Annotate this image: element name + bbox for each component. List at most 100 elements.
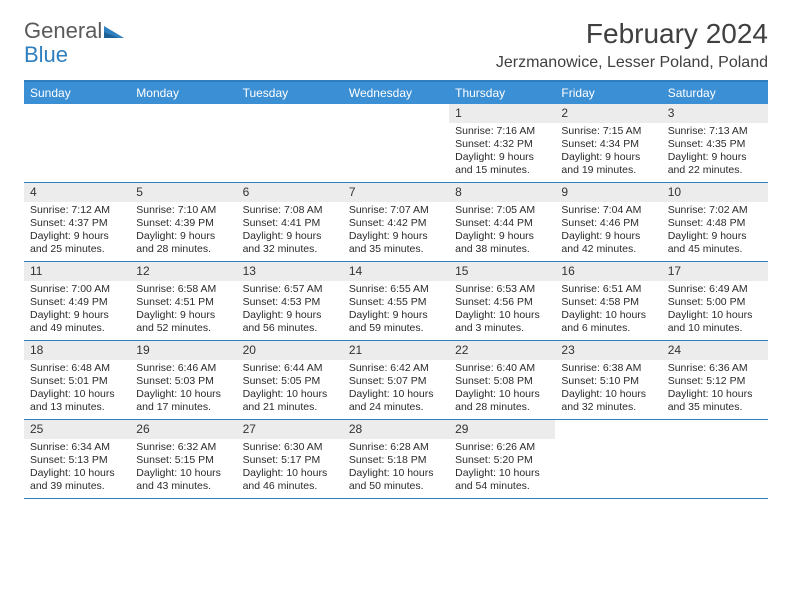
day-number: 22 [449, 341, 555, 360]
day-line-sunset: Sunset: 5:20 PM [455, 454, 549, 467]
day-line-sunrise: Sunrise: 6:32 AM [136, 441, 230, 454]
day-line-sunset: Sunset: 5:15 PM [136, 454, 230, 467]
day-body: Sunrise: 6:58 AMSunset: 4:51 PMDaylight:… [130, 281, 236, 340]
day-number: 25 [24, 420, 130, 439]
day-line-day1: Daylight: 10 hours [455, 467, 549, 480]
day-cell: 9Sunrise: 7:04 AMSunset: 4:46 PMDaylight… [555, 183, 661, 261]
day-line-day1: Daylight: 9 hours [30, 230, 124, 243]
day-body: Sunrise: 7:13 AMSunset: 4:35 PMDaylight:… [662, 123, 768, 182]
day-body: Sunrise: 6:32 AMSunset: 5:15 PMDaylight:… [130, 439, 236, 498]
week-row: 11Sunrise: 7:00 AMSunset: 4:49 PMDayligh… [24, 262, 768, 341]
day-line-day2: and 50 minutes. [349, 480, 443, 493]
day-line-sunset: Sunset: 5:01 PM [30, 375, 124, 388]
day-line-day2: and 39 minutes. [30, 480, 124, 493]
day-number: 14 [343, 262, 449, 281]
day-line-day2: and 17 minutes. [136, 401, 230, 414]
day-line-day2: and 22 minutes. [668, 164, 762, 177]
day-line-sunset: Sunset: 4:56 PM [455, 296, 549, 309]
day-cell: 14Sunrise: 6:55 AMSunset: 4:55 PMDayligh… [343, 262, 449, 340]
day-number: 23 [555, 341, 661, 360]
day-line-sunrise: Sunrise: 7:15 AM [561, 125, 655, 138]
dow-cell: Tuesday [237, 82, 343, 104]
day-cell: 10Sunrise: 7:02 AMSunset: 4:48 PMDayligh… [662, 183, 768, 261]
day-line-sunrise: Sunrise: 6:42 AM [349, 362, 443, 375]
day-line-day2: and 21 minutes. [243, 401, 337, 414]
day-line-sunset: Sunset: 5:12 PM [668, 375, 762, 388]
day-number: 11 [24, 262, 130, 281]
day-number: 16 [555, 262, 661, 281]
day-line-day1: Daylight: 10 hours [349, 467, 443, 480]
day-of-week-row: SundayMondayTuesdayWednesdayThursdayFrid… [24, 82, 768, 104]
day-line-day2: and 46 minutes. [243, 480, 337, 493]
day-cell: 20Sunrise: 6:44 AMSunset: 5:05 PMDayligh… [237, 341, 343, 419]
day-cell: 4Sunrise: 7:12 AMSunset: 4:37 PMDaylight… [24, 183, 130, 261]
day-cell: 12Sunrise: 6:58 AMSunset: 4:51 PMDayligh… [130, 262, 236, 340]
day-cell: 27Sunrise: 6:30 AMSunset: 5:17 PMDayligh… [237, 420, 343, 498]
day-line-sunrise: Sunrise: 6:30 AM [243, 441, 337, 454]
day-body: Sunrise: 6:57 AMSunset: 4:53 PMDaylight:… [237, 281, 343, 340]
day-line-sunset: Sunset: 5:08 PM [455, 375, 549, 388]
day-cell: 13Sunrise: 6:57 AMSunset: 4:53 PMDayligh… [237, 262, 343, 340]
day-cell: 16Sunrise: 6:51 AMSunset: 4:58 PMDayligh… [555, 262, 661, 340]
day-body: Sunrise: 6:55 AMSunset: 4:55 PMDaylight:… [343, 281, 449, 340]
day-line-day2: and 38 minutes. [455, 243, 549, 256]
day-line-day1: Daylight: 9 hours [561, 230, 655, 243]
day-number: 2 [555, 104, 661, 123]
day-body: Sunrise: 6:28 AMSunset: 5:18 PMDaylight:… [343, 439, 449, 498]
day-line-day2: and 19 minutes. [561, 164, 655, 177]
day-line-day1: Daylight: 9 hours [455, 151, 549, 164]
day-number: 19 [130, 341, 236, 360]
day-number: 8 [449, 183, 555, 202]
day-line-day2: and 35 minutes. [668, 401, 762, 414]
flag-icon [104, 22, 126, 40]
day-number: 17 [662, 262, 768, 281]
day-line-day1: Daylight: 9 hours [136, 230, 230, 243]
day-line-day2: and 28 minutes. [455, 401, 549, 414]
day-body: Sunrise: 6:46 AMSunset: 5:03 PMDaylight:… [130, 360, 236, 419]
day-line-sunset: Sunset: 4:53 PM [243, 296, 337, 309]
calendar: SundayMondayTuesdayWednesdayThursdayFrid… [24, 80, 768, 499]
day-line-sunrise: Sunrise: 6:57 AM [243, 283, 337, 296]
day-line-day1: Daylight: 9 hours [136, 309, 230, 322]
day-body: Sunrise: 6:53 AMSunset: 4:56 PMDaylight:… [449, 281, 555, 340]
day-line-day1: Daylight: 10 hours [668, 309, 762, 322]
day-number: 21 [343, 341, 449, 360]
dow-cell: Saturday [662, 82, 768, 104]
day-body: Sunrise: 7:15 AMSunset: 4:34 PMDaylight:… [555, 123, 661, 182]
day-line-sunrise: Sunrise: 7:02 AM [668, 204, 762, 217]
day-line-day2: and 43 minutes. [136, 480, 230, 493]
day-line-day1: Daylight: 10 hours [243, 388, 337, 401]
day-cell: 29Sunrise: 6:26 AMSunset: 5:20 PMDayligh… [449, 420, 555, 498]
day-cell: 24Sunrise: 6:36 AMSunset: 5:12 PMDayligh… [662, 341, 768, 419]
day-cell: 15Sunrise: 6:53 AMSunset: 4:56 PMDayligh… [449, 262, 555, 340]
day-line-day2: and 35 minutes. [349, 243, 443, 256]
day-line-day1: Daylight: 9 hours [349, 309, 443, 322]
day-number: 24 [662, 341, 768, 360]
day-cell: 25Sunrise: 6:34 AMSunset: 5:13 PMDayligh… [24, 420, 130, 498]
day-cell [24, 104, 130, 182]
day-line-sunrise: Sunrise: 7:04 AM [561, 204, 655, 217]
day-line-sunset: Sunset: 4:35 PM [668, 138, 762, 151]
day-line-day1: Daylight: 10 hours [30, 388, 124, 401]
day-line-sunrise: Sunrise: 7:16 AM [455, 125, 549, 138]
day-number: 5 [130, 183, 236, 202]
day-number: 28 [343, 420, 449, 439]
day-cell: 18Sunrise: 6:48 AMSunset: 5:01 PMDayligh… [24, 341, 130, 419]
day-line-day2: and 49 minutes. [30, 322, 124, 335]
day-body: Sunrise: 7:12 AMSunset: 4:37 PMDaylight:… [24, 202, 130, 261]
day-number: 27 [237, 420, 343, 439]
day-line-day1: Daylight: 9 hours [243, 230, 337, 243]
day-line-sunset: Sunset: 4:58 PM [561, 296, 655, 309]
day-line-day1: Daylight: 9 hours [349, 230, 443, 243]
day-line-day2: and 25 minutes. [30, 243, 124, 256]
day-line-sunrise: Sunrise: 6:38 AM [561, 362, 655, 375]
day-number: 29 [449, 420, 555, 439]
day-line-day2: and 28 minutes. [136, 243, 230, 256]
day-cell: 23Sunrise: 6:38 AMSunset: 5:10 PMDayligh… [555, 341, 661, 419]
day-cell: 17Sunrise: 6:49 AMSunset: 5:00 PMDayligh… [662, 262, 768, 340]
day-cell: 28Sunrise: 6:28 AMSunset: 5:18 PMDayligh… [343, 420, 449, 498]
day-line-day1: Daylight: 10 hours [243, 467, 337, 480]
day-cell: 8Sunrise: 7:05 AMSunset: 4:44 PMDaylight… [449, 183, 555, 261]
day-body: Sunrise: 6:38 AMSunset: 5:10 PMDaylight:… [555, 360, 661, 419]
day-cell [237, 104, 343, 182]
